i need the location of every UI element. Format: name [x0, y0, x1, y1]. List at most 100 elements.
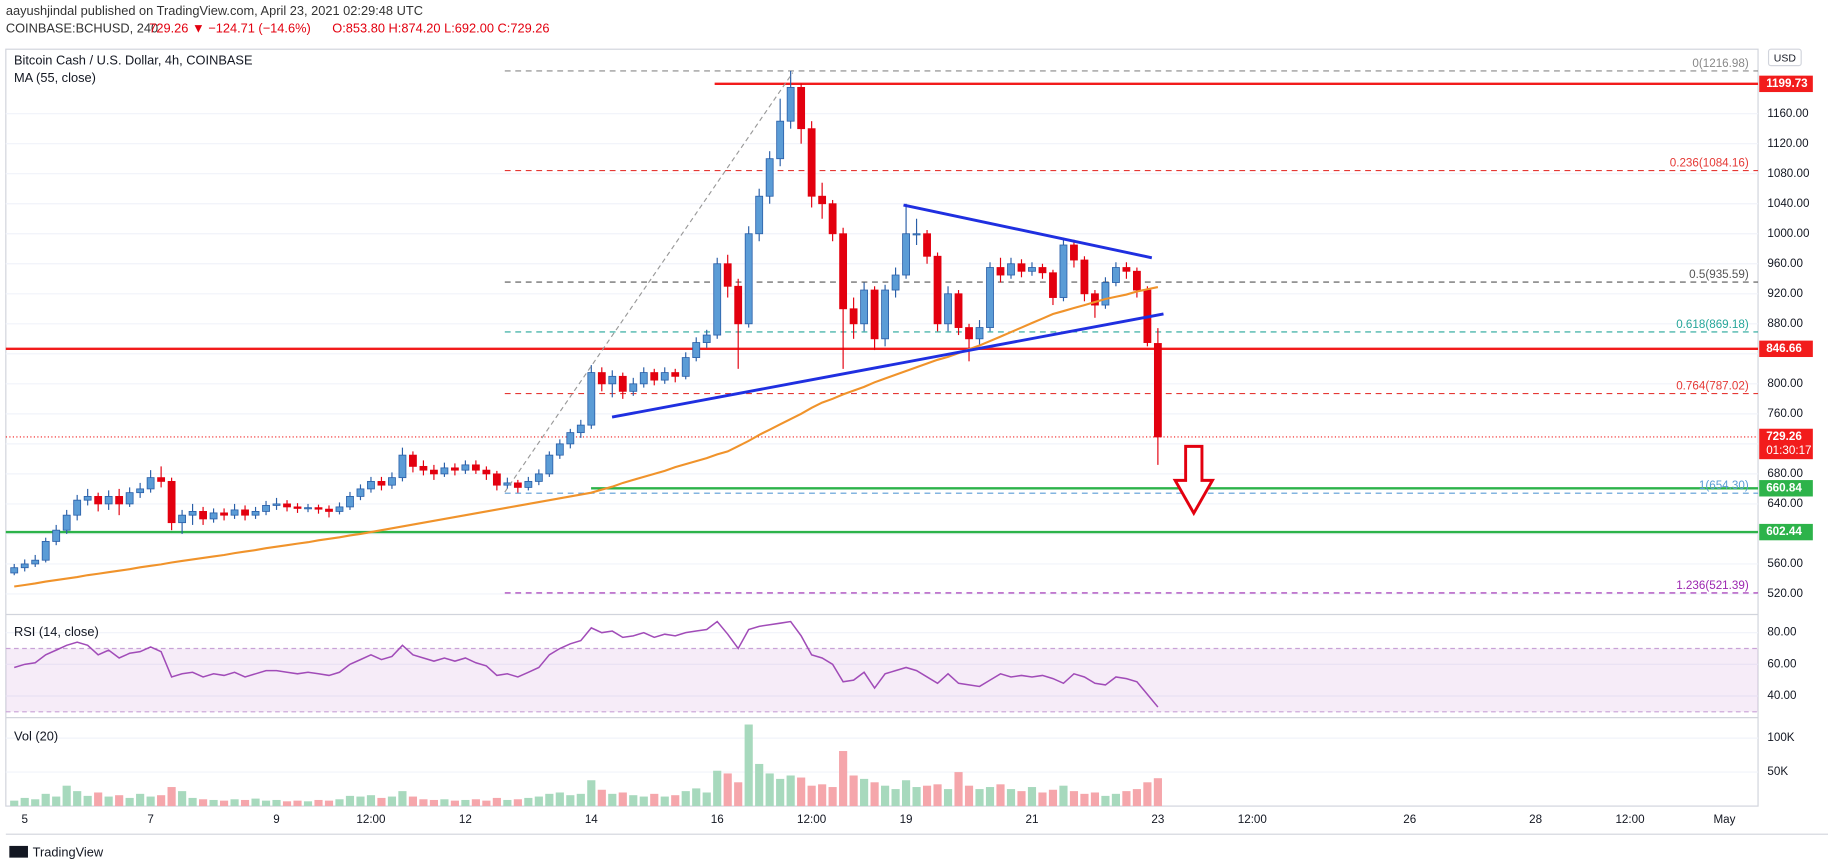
y-tick-label: 60.00 [1767, 657, 1797, 670]
rsi-line [14, 620, 1159, 708]
volume-bar [219, 800, 229, 807]
x-tick-label: 12:00 [1615, 813, 1645, 826]
candle-body [356, 488, 365, 497]
x-tick-label: 7 [147, 813, 153, 826]
volume-bar [723, 773, 732, 807]
volume-bar [1143, 782, 1152, 807]
candle-body [83, 495, 92, 501]
volume-bar [818, 784, 827, 807]
candle-body [188, 511, 197, 516]
published: aayushjindal published on TradingView.co… [6, 3, 423, 18]
trend-line [611, 312, 1164, 419]
candle-body [419, 465, 428, 471]
y-tick-label: 520.00 [1767, 587, 1803, 600]
volume-bar [881, 785, 890, 807]
price-box [1759, 523, 1813, 541]
volume-bar [597, 789, 606, 807]
volume-bar [524, 797, 533, 807]
candle-body [10, 567, 19, 574]
volume-bar [366, 795, 376, 807]
volume-bar [975, 789, 984, 807]
fib-label: 0.5(935.59) [1689, 268, 1749, 281]
volume-bar [933, 784, 942, 807]
brand: TradingView [33, 844, 104, 859]
volume-bar [20, 797, 29, 807]
volume-bar [471, 799, 480, 807]
volume-bar [608, 793, 617, 807]
volume-bar [115, 795, 124, 807]
candle-body [944, 293, 952, 325]
candle-body [597, 372, 606, 385]
volume-bar [1090, 792, 1100, 807]
candle-body [52, 529, 61, 542]
candle-body [482, 469, 491, 475]
candle-body [41, 541, 50, 561]
price-label: 1199.73 [1766, 77, 1808, 90]
candle-body [881, 289, 889, 340]
volume-bar [755, 763, 764, 807]
volume-bar [31, 799, 40, 807]
volume-bar [901, 780, 911, 807]
volume-bar [713, 770, 722, 807]
volume-bar [860, 778, 869, 807]
y-tick-label: 40.00 [1767, 689, 1797, 702]
volume-bar [650, 793, 659, 807]
volume-bar [482, 800, 491, 807]
fib-label: 1.236(521.39) [1676, 579, 1749, 592]
candle-body [409, 454, 417, 467]
candle-body [1007, 263, 1015, 276]
change: 729.26 ▼ −124.71 (−14.6%) [149, 21, 311, 36]
volume-bar [849, 775, 858, 807]
candle-body [1132, 270, 1141, 291]
volume-bar [629, 795, 638, 807]
volume-bar [41, 793, 50, 807]
volume-bar [492, 797, 501, 807]
candle-body [807, 128, 816, 197]
candle-body [262, 505, 270, 512]
candle-body [1070, 244, 1078, 261]
price-box [1759, 340, 1813, 358]
pane-title: Vol (20) [14, 728, 58, 743]
price-label: 660.84 [1766, 481, 1802, 494]
candle-body [241, 509, 249, 516]
x-tick-label: 12:00 [356, 813, 386, 826]
candle-body [157, 477, 166, 482]
price-box [1759, 480, 1813, 497]
y-tick-label: 50K [1767, 765, 1788, 778]
candle-body [650, 372, 659, 381]
volume-bar [891, 789, 900, 807]
candle-body [251, 511, 260, 516]
x-tick-label: 21 [1026, 813, 1039, 826]
candle-body [870, 289, 879, 340]
candle-body [618, 375, 627, 392]
x-tick-label: 16 [711, 813, 724, 826]
rsi-band [5, 648, 1759, 712]
volume-bar [10, 800, 19, 807]
volume-bar [251, 798, 260, 807]
candle-body [692, 342, 701, 358]
candle-body [818, 195, 827, 205]
volume-bar [293, 800, 302, 807]
volume-bar [282, 801, 292, 807]
candle-body [986, 267, 994, 328]
volume-bar [545, 793, 554, 807]
candle-body [325, 508, 333, 512]
trend-line [903, 203, 1153, 260]
volume-bar [167, 787, 176, 807]
volume-bar [513, 799, 522, 807]
candle-body [94, 495, 103, 505]
candle-body [283, 503, 291, 508]
candle-body [765, 158, 774, 197]
y-tick-label: 800.00 [1767, 377, 1803, 390]
volume-bar [681, 791, 690, 807]
volume-bar [660, 796, 669, 807]
pane-title: RSI (14, close) [14, 624, 99, 639]
candle-body [450, 467, 459, 471]
y-tick-label: 1120.00 [1767, 137, 1809, 150]
candle-body [513, 482, 522, 488]
x-tick-label: 12:00 [797, 813, 827, 826]
volume-bar [503, 799, 512, 807]
